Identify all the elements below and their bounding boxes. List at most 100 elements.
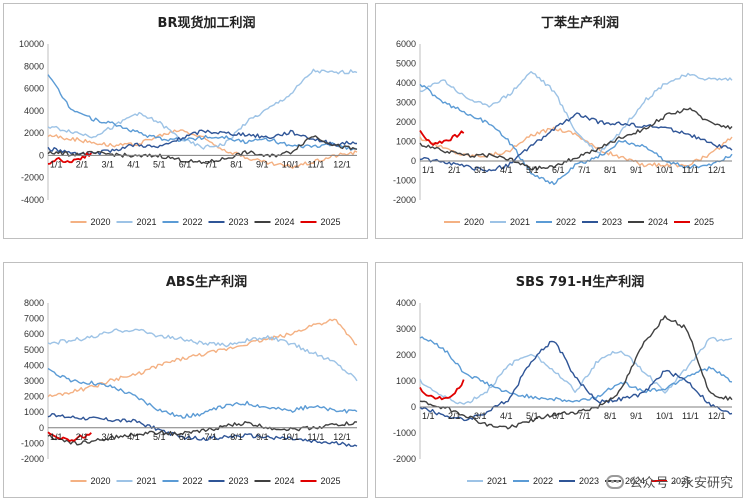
series-line-2021 bbox=[419, 71, 733, 154]
x-tick-label: 7/1 bbox=[578, 165, 591, 175]
x-tick-label: 10/1 bbox=[282, 159, 300, 169]
legend-label-2023: 2023 bbox=[602, 217, 622, 227]
x-tick-label: 10/1 bbox=[656, 411, 674, 421]
series-line-2021 bbox=[47, 328, 358, 382]
legend-label-2025: 2025 bbox=[694, 217, 714, 227]
series-line-2023 bbox=[419, 340, 733, 422]
x-tick-label: 6/1 bbox=[552, 411, 565, 421]
y-tick-label: -1000 bbox=[393, 428, 416, 438]
series-line-2021 bbox=[419, 336, 733, 405]
y-tick-label: -2000 bbox=[393, 195, 416, 205]
x-tick-label: 4/1 bbox=[500, 165, 513, 175]
chart-panel-abs: ABS生产利润 -2000 -1000 0 1000 2000 3000 4000 5000 60… bbox=[3, 262, 368, 498]
y-tick-label: -2000 bbox=[21, 454, 44, 464]
chart-panel-br: BR现货加工利润 -4000 -2000 0 2000 4000 6000 8000 10000… bbox=[3, 3, 368, 239]
x-tick-label: 11/1 bbox=[682, 411, 699, 421]
x-tick-label: 5/1 bbox=[526, 165, 539, 175]
x-tick-label: 4/1 bbox=[500, 411, 513, 421]
x-tick-label: 1/1 bbox=[422, 165, 435, 175]
y-tick-label: 0 bbox=[411, 156, 416, 166]
legend-label-2021: 2021 bbox=[510, 217, 530, 227]
x-tick-label: 8/1 bbox=[604, 411, 617, 421]
x-tick-label: 2/1 bbox=[76, 432, 89, 442]
y-tick-label: 10000 bbox=[19, 39, 44, 49]
y-tick-label: 3000 bbox=[396, 324, 416, 334]
wechat-icon bbox=[605, 474, 624, 489]
series-line-2025 bbox=[419, 379, 465, 401]
legend-label-2022: 2022 bbox=[183, 217, 203, 227]
x-tick-label: 3/1 bbox=[102, 432, 115, 442]
y-tick-label: -1000 bbox=[393, 176, 416, 186]
x-tick-label: 5/1 bbox=[153, 432, 166, 442]
x-tick-label: 8/1 bbox=[604, 165, 617, 175]
x-tick-label: 1/1 bbox=[422, 411, 435, 421]
y-tick-label: 4000 bbox=[396, 298, 416, 308]
y-tick-label: 0 bbox=[39, 150, 44, 160]
legend-label-2021: 2021 bbox=[137, 217, 157, 227]
legend-label-2021: 2021 bbox=[137, 476, 157, 486]
x-tick-label: 9/1 bbox=[630, 411, 643, 421]
legend-label-2025: 2025 bbox=[671, 476, 691, 486]
y-tick-label: 5000 bbox=[24, 345, 44, 355]
watermark: 公众号 · 永安研究 bbox=[605, 472, 733, 491]
x-tick-label: 3/1 bbox=[474, 411, 487, 421]
y-tick-label: 2000 bbox=[396, 350, 416, 360]
legend-label-2024: 2024 bbox=[648, 217, 668, 227]
legend-label-2024: 2024 bbox=[275, 476, 295, 486]
series-line-2023 bbox=[419, 112, 733, 173]
series-line-2022 bbox=[47, 74, 358, 151]
y-tick-label: 1000 bbox=[396, 137, 416, 147]
x-tick-label: 10/1 bbox=[656, 165, 674, 175]
x-tick-label: 11/1 bbox=[682, 165, 699, 175]
series-line-2024 bbox=[419, 315, 733, 430]
x-tick-label: 1/1 bbox=[50, 159, 63, 169]
chart-abs: ABS生产利润 -2000 -1000 0 1000 2000 3000 4000 5000 60… bbox=[21, 274, 358, 486]
y-tick-label: 2000 bbox=[396, 117, 416, 127]
chart-sbr: 丁苯生产利润 -2000 -1000 0 1000 2000 3000 4000 5000 600… bbox=[393, 15, 733, 227]
chart-sbs: SBS 791-H生产利润 -2000 -1000 0 1000 2000 3000 4000… bbox=[393, 274, 733, 486]
x-tick-label: 9/1 bbox=[256, 159, 269, 169]
x-tick-label: 5/1 bbox=[526, 411, 539, 421]
legend-label-2023: 2023 bbox=[229, 217, 249, 227]
y-tick-label: -2000 bbox=[393, 454, 416, 464]
chart-title: BR现货加工利润 bbox=[158, 15, 256, 31]
legend-label-2022: 2022 bbox=[183, 476, 203, 486]
legend-label-2024: 2024 bbox=[625, 476, 645, 486]
legend-label-2025: 2025 bbox=[321, 476, 341, 486]
y-tick-label: 6000 bbox=[24, 84, 44, 94]
x-tick-label: 8/1 bbox=[230, 159, 243, 169]
y-tick-label: -1000 bbox=[21, 438, 44, 448]
watermark-text: 公众号 · 永安研究 bbox=[629, 476, 733, 491]
y-tick-label: 8000 bbox=[24, 298, 44, 308]
legend-label-2023: 2023 bbox=[229, 476, 249, 486]
x-tick-label: 12/1 bbox=[333, 432, 351, 442]
x-tick-label: 7/1 bbox=[205, 432, 218, 442]
y-tick-label: 4000 bbox=[24, 106, 44, 116]
y-tick-label: 0 bbox=[411, 402, 416, 412]
series-line-2024 bbox=[47, 421, 358, 446]
x-tick-label: 4/1 bbox=[127, 159, 140, 169]
legend-label-2024: 2024 bbox=[275, 217, 295, 227]
series-line-2025 bbox=[47, 152, 93, 165]
x-tick-label: 6/1 bbox=[179, 159, 192, 169]
series-line-2022 bbox=[419, 336, 733, 403]
legend-label-2022: 2022 bbox=[556, 217, 576, 227]
y-tick-label: 0 bbox=[39, 423, 44, 433]
chart-panel-sbs: SBS 791-H生产利润 -2000 -1000 0 1000 2000 3000 4000… bbox=[375, 262, 743, 498]
x-tick-label: 6/1 bbox=[552, 165, 565, 175]
y-tick-label: 6000 bbox=[396, 39, 416, 49]
x-tick-label: 4/1 bbox=[127, 432, 140, 442]
chart-br: BR现货加工利润 -4000 -2000 0 2000 4000 6000 8000 10000… bbox=[19, 15, 358, 227]
y-tick-label: 5000 bbox=[396, 59, 416, 69]
chart-panel-sbr: 丁苯生产利润 -2000 -1000 0 1000 2000 3000 4000 5000 600… bbox=[375, 3, 743, 239]
y-tick-label: 7000 bbox=[24, 314, 44, 324]
y-tick-label: 3000 bbox=[24, 376, 44, 386]
x-tick-label: 7/1 bbox=[205, 159, 218, 169]
x-tick-label: 1/1 bbox=[50, 432, 63, 442]
y-tick-label: 4000 bbox=[24, 360, 44, 370]
x-tick-label: 9/1 bbox=[256, 432, 269, 442]
x-tick-label: 12/1 bbox=[708, 165, 726, 175]
series-line-2025 bbox=[419, 130, 465, 146]
series-line-2022 bbox=[47, 367, 358, 419]
y-tick-label: 8000 bbox=[24, 61, 44, 71]
